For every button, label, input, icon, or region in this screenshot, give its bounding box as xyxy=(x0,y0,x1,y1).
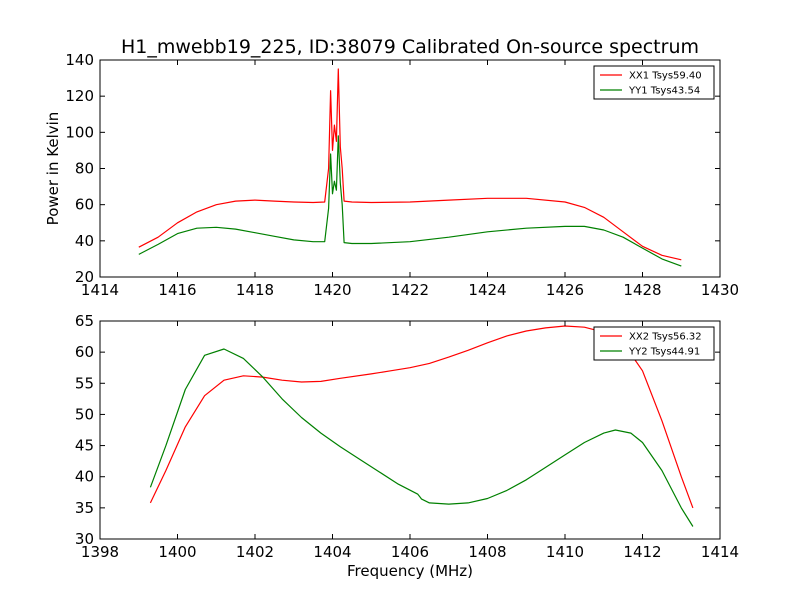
legend-box xyxy=(593,65,715,100)
x-tick-label: 1424 xyxy=(468,281,506,299)
x-tick-label: 1404 xyxy=(313,543,351,561)
x-tick-label: 1420 xyxy=(313,281,351,299)
bottom-panel: 1398 1400 1402 1404 1406 1408 1410 1412 1414 30 35… xyxy=(75,312,739,580)
x-tick-label: 1416 xyxy=(158,281,196,299)
legend-entry: XX2 Tsys56.32 xyxy=(629,332,702,343)
y-tick-label: 40 xyxy=(75,468,94,486)
top-panel: 1414 1416 1418 1420 1422 1424 1426 1428 1430 20 40… xyxy=(44,51,739,299)
x-axis-label: Frequency (MHz) xyxy=(347,562,473,580)
x-tick-label: 1430 xyxy=(701,281,739,299)
x-tick-label: 1418 xyxy=(236,281,274,299)
x-tick-label: 1414 xyxy=(701,543,739,561)
y-tick-label: 20 xyxy=(75,268,94,286)
y-tick-label: 60 xyxy=(75,343,94,361)
y-tick-label: 35 xyxy=(75,499,94,517)
x-tick-label: 1406 xyxy=(391,543,429,561)
series-line-2 xyxy=(138,135,682,267)
y-tick-label: 80 xyxy=(75,160,94,178)
chart-title: H1_mwebb19_225, ID:38079 Calibrated On-s… xyxy=(121,36,699,58)
x-tick-label: 1426 xyxy=(546,281,584,299)
x-tick-label: 1410 xyxy=(546,543,584,561)
y-axis-label: Power in Kelvin xyxy=(44,112,62,226)
x-tick-label: 1408 xyxy=(468,543,506,561)
x-tick-label: 1422 xyxy=(391,281,429,299)
y-tick-label: 40 xyxy=(75,232,94,250)
x-tick-label: 1402 xyxy=(236,543,274,561)
x-tick-label: 1412 xyxy=(623,543,661,561)
legend-entry: XX1 Tsys59.40 xyxy=(629,71,702,82)
y-tick-label: 100 xyxy=(65,123,94,141)
legend: XX1 Tsys59.40 YY1 Tsys43.54 xyxy=(593,65,715,100)
series-line-1 xyxy=(138,68,682,261)
y-tick-label: 50 xyxy=(75,405,94,423)
x-tick-label: 1398 xyxy=(81,543,119,561)
legend: XX2 Tsys56.32 YY2 Tsys44.91 xyxy=(593,326,715,361)
y-tick-label: 30 xyxy=(75,530,94,548)
legend-entry: YY1 Tsys43.54 xyxy=(628,86,700,97)
legend-box xyxy=(593,326,715,361)
legend-entry: YY2 Tsys44.91 xyxy=(628,347,700,358)
series-line-2 xyxy=(149,348,694,527)
y-tick-label: 60 xyxy=(75,196,94,214)
y-tick-label: 65 xyxy=(75,312,94,330)
y-tick-label: 140 xyxy=(65,51,94,69)
x-tick-label: 1428 xyxy=(623,281,661,299)
y-tick-label: 55 xyxy=(75,374,94,392)
x-tick-label: 1414 xyxy=(81,281,119,299)
x-tick-label: 1400 xyxy=(158,543,196,561)
y-tick-label: 120 xyxy=(65,87,94,105)
y-tick-label: 45 xyxy=(75,437,94,455)
